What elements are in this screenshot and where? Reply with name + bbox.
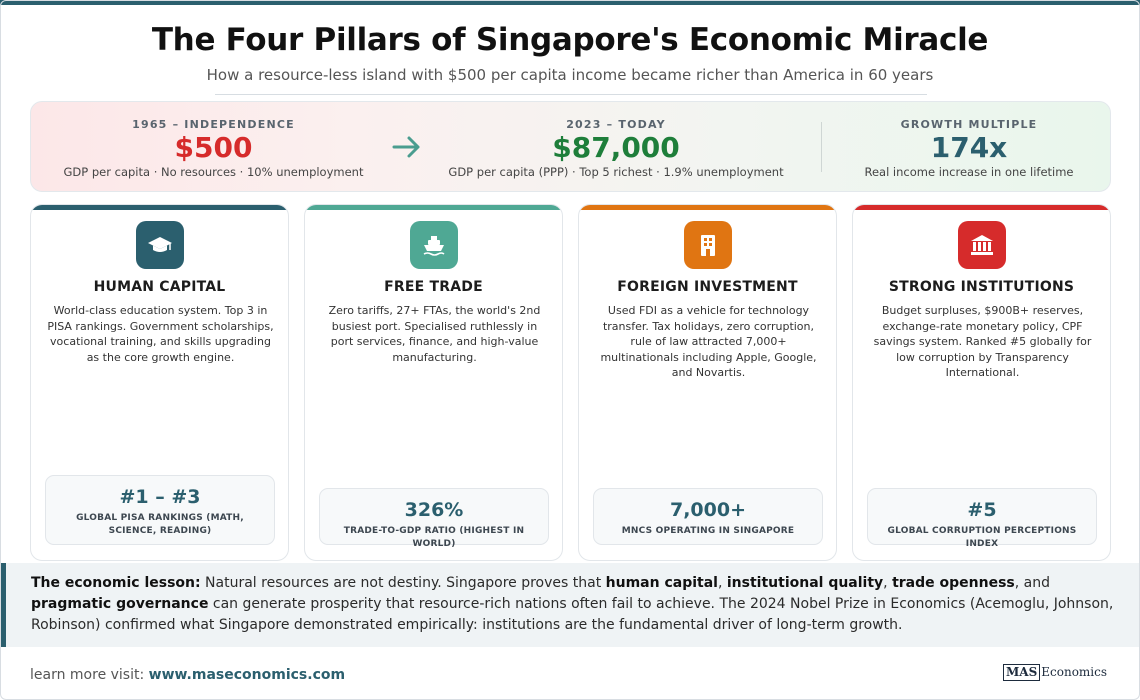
pillar-metric-label: MNCS OPERATING IN SINGAPORE [621,526,795,536]
graduation-cap-icon [136,221,184,269]
lesson-text-span: , [883,575,893,591]
pillar-card-human-capital: HUMAN CAPITAL World-class education syst… [30,204,289,561]
pillar-accent-bar [305,205,562,210]
stat-growth: GROWTH MULTIPLE 174x Real income increas… [831,102,1107,193]
pillar-description: Budget surpluses, $900B+ reserves, excha… [873,304,1092,379]
stat-growth-value: 174x [930,131,1008,164]
page-title: The Four Pillars of Singapore's Economic… [151,22,989,58]
lesson-emphasis: trade openness [892,575,1015,591]
pillar-accent-bar [579,205,836,210]
lesson-text: The economic lesson: Natural resources a… [31,573,1121,636]
pillar-metric-label: GLOBAL PISA RANKINGS (MATH, SCIENCE, REA… [76,513,244,536]
website-link[interactable]: www.maseconomics.com [148,667,346,683]
pillar-description: Zero tariffs, 27+ FTAs, the world's 2nd … [328,304,541,364]
brand-logo: MAS Economics [1003,663,1107,681]
pillar-card-free-trade: FREE TRADE Zero tariffs, 27+ FTAs, the w… [304,204,563,561]
footer-visit: learn more visit: www.maseconomics.com [30,667,345,683]
stat-now-value: $87,000 [552,131,680,164]
lesson-text-span: , and [1014,575,1050,591]
pillar-metric-label: GLOBAL CORRUPTION PERCEPTIONS INDEX [887,526,1077,549]
pillar-title: FOREIGN INVESTMENT [617,279,798,295]
pillar-card-strong-institutions: STRONG INSTITUTIONS Budget surpluses, $9… [852,204,1111,561]
pillar-title: STRONG INSTITUTIONS [888,279,1075,295]
lesson-text-span: Natural resources are not destiny. Singa… [200,575,606,591]
pillar-metric-value: 326% [404,499,464,521]
pillar-metric: 7,000+ MNCS OPERATING IN SINGAPORE [593,488,823,545]
stat-now-desc: GDP per capita (PPP) · Top 5 richest · 1… [448,165,784,179]
stat-growth-label: GROWTH MULTIPLE [900,118,1038,131]
stat-then: 1965 – INDEPENDENCE $500 GDP per capita … [41,102,386,193]
lesson-emphasis: pragmatic governance [31,596,209,612]
institution-icon [958,221,1006,269]
pillar-title: HUMAN CAPITAL [93,279,226,295]
footer-prefix: learn more visit: [30,667,149,683]
economic-lesson-callout: The economic lesson: Natural resources a… [0,563,1140,647]
ship-icon [410,221,458,269]
pillar-title: FREE TRADE [384,279,483,295]
arrow-right-icon [392,136,420,158]
pillar-description: Used FDI as a vehicle for technology tra… [600,304,817,379]
lesson-emphasis: human capital [605,575,718,591]
top-accent-bar [0,0,1140,5]
stat-then-value: $500 [174,131,253,164]
pillar-card-foreign-investment: FOREIGN INVESTMENT Used FDI as a vehicle… [578,204,837,561]
stats-divider [821,122,822,172]
pillar-metric: #1 – #3 GLOBAL PISA RANKINGS (MATH, SCIE… [45,475,275,545]
stat-now: 2023 – TODAY $87,000 GDP per capita (PPP… [431,102,801,193]
lesson-emphasis: institutional quality [726,575,884,591]
pillar-metric-value: #1 – #3 [119,486,201,508]
page-subtitle: How a resource-less island with $500 per… [206,66,934,84]
stat-then-label: 1965 – INDEPENDENCE [132,118,295,131]
stats-banner: 1965 – INDEPENDENCE $500 GDP per capita … [30,101,1111,192]
pillar-metric-label: TRADE-TO-GDP RATIO (HIGHEST IN WORLD) [343,526,525,549]
lesson-text-span: can generate prosperity that resource-ri… [31,596,1114,633]
stat-then-desc: GDP per capita · No resources · 10% unem… [63,165,364,179]
building-icon [684,221,732,269]
pillar-accent-bar [31,205,288,210]
pillar-metric-value: #5 [967,499,997,521]
pillar-accent-bar [853,205,1110,210]
stat-now-label: 2023 – TODAY [566,118,666,131]
pillar-metric: #5 GLOBAL CORRUPTION PERCEPTIONS INDEX [867,488,1097,549]
pillar-description: World-class education system. Top 3 in P… [47,304,274,364]
pillar-metric-value: 7,000+ [669,499,747,521]
lesson-text-span: , [717,575,727,591]
lesson-lead: The economic lesson: [31,575,201,591]
pillar-metric: 326% TRADE-TO-GDP RATIO (HIGHEST IN WORL… [319,488,549,549]
brand-mark: MAS [1003,663,1041,681]
brand-name: Economics [1041,665,1108,679]
stat-growth-desc: Real income increase in one lifetime [864,165,1074,179]
header-divider [215,94,927,95]
